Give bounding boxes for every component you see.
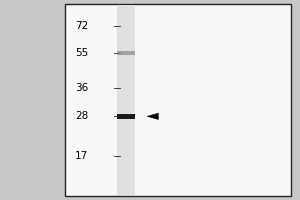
Bar bbox=[117, 51, 135, 55]
Bar bbox=[117, 5, 135, 195]
Polygon shape bbox=[147, 113, 158, 120]
Bar bbox=[64, 4, 291, 196]
Text: 17: 17 bbox=[75, 151, 88, 161]
Text: 55: 55 bbox=[75, 48, 88, 58]
Bar bbox=[117, 114, 135, 119]
Text: 72: 72 bbox=[75, 21, 88, 31]
Text: 36: 36 bbox=[75, 83, 88, 93]
Text: 28: 28 bbox=[75, 111, 88, 121]
